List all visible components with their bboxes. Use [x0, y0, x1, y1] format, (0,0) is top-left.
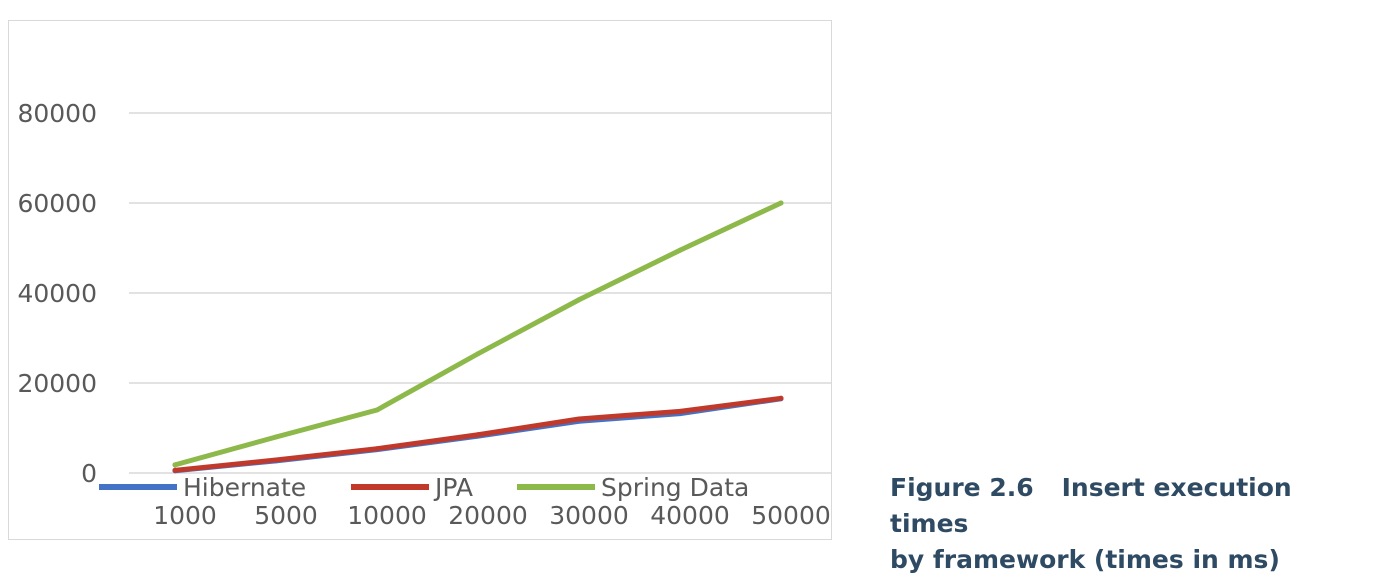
figure-caption: Figure 2.6 Insert execution times by fram…: [890, 470, 1376, 578]
y-tick-label: 60000: [17, 189, 97, 218]
line-chart: 0 20000 40000 60000 80000 Hibernate JPA Spring …: [17, 99, 831, 530]
x-tick-label: 50000: [751, 501, 831, 530]
legend-label: JPA: [433, 473, 473, 502]
legend-label: Spring Data: [601, 473, 749, 502]
data-point: [778, 200, 784, 206]
legend-label: Hibernate: [183, 473, 306, 502]
data-point: [677, 247, 683, 253]
y-tick-label: 0: [81, 459, 97, 488]
data-point: [172, 462, 178, 468]
chart-area: 0 20000 40000 60000 80000 Hibernate JPA Spring …: [8, 20, 832, 540]
data-point: [475, 351, 481, 357]
x-tick-label: 10000: [347, 501, 427, 530]
data-point: [374, 446, 380, 452]
data-point: [273, 457, 279, 463]
x-tick-label: 5000: [254, 501, 318, 530]
data-point: [172, 467, 178, 473]
data-point: [778, 395, 784, 401]
y-tick-label: 20000: [17, 369, 97, 398]
data-point: [374, 407, 380, 413]
series-line: [172, 200, 784, 468]
caption-title: Insert execution times: [890, 473, 1292, 538]
data-point: [475, 432, 481, 438]
x-tick-label: 1000: [153, 501, 217, 530]
data-point: [576, 416, 582, 422]
figure-number: Figure 2.6: [890, 473, 1034, 502]
y-tick-label: 80000: [17, 99, 97, 128]
caption-line-2: by framework (times in ms): [890, 545, 1280, 574]
data-point: [576, 297, 582, 303]
caption-line-1: Figure 2.6 Insert execution times: [890, 470, 1376, 542]
data-point: [677, 408, 683, 414]
data-point: [273, 434, 279, 440]
x-tick-label: 40000: [650, 501, 730, 530]
x-tick-label: 20000: [448, 501, 528, 530]
y-tick-label: 40000: [17, 279, 97, 308]
x-tick-label: 30000: [549, 501, 629, 530]
